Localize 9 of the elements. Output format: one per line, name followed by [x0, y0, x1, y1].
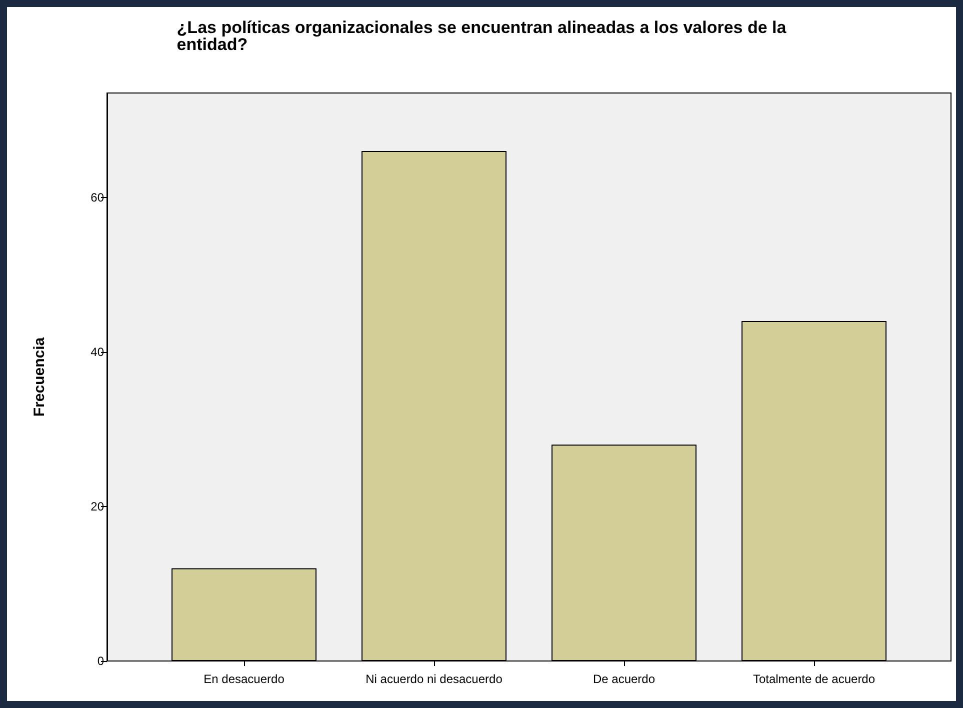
y-tick-label: 40	[90, 344, 104, 359]
x-tick-label: Totalmente de acuerdo	[752, 672, 876, 686]
x-tick-label: Ni acuerdo ni desacuerdo	[366, 672, 503, 686]
x-tick-label: En desacuerdo	[204, 672, 285, 686]
y-tick-label: 60	[90, 190, 104, 204]
x-tick-label: De acuerdo	[592, 672, 656, 686]
y-axis-title: Frecuencia	[31, 336, 48, 417]
y-tick-label: 20	[90, 499, 104, 514]
chart-title: ¿Las políticas organizacionales se encuentran alineadas a los valores de la entidad?	[176, 18, 787, 54]
